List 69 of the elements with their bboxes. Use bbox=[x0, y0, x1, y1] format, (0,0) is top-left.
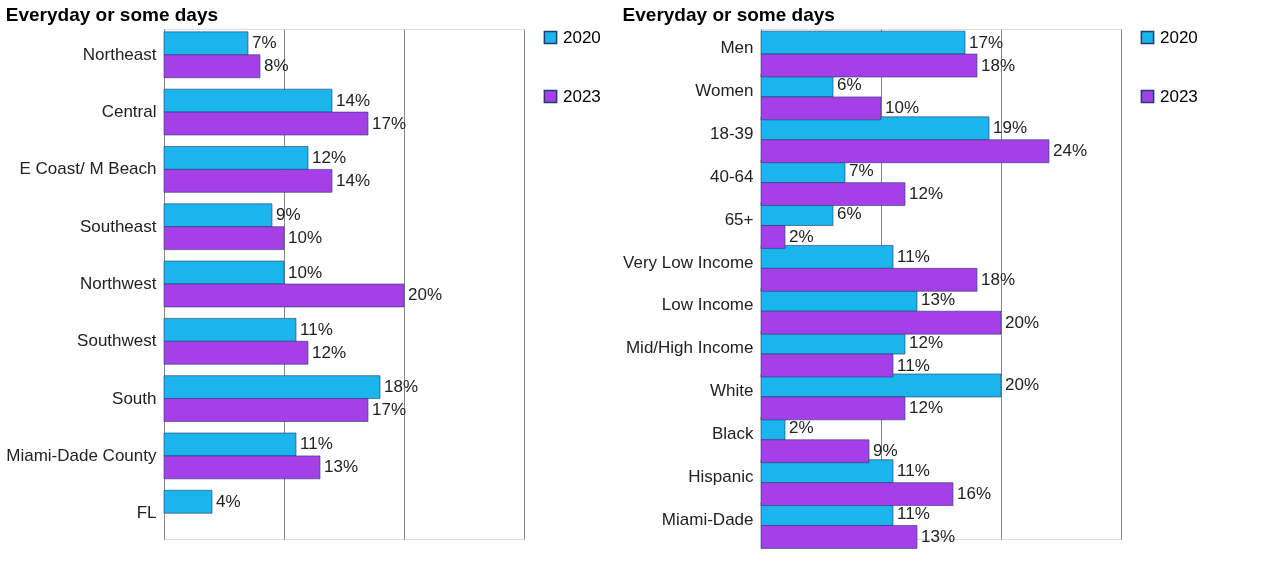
y-tick-label: Northwest bbox=[79, 274, 157, 293]
data-label: 18% bbox=[981, 55, 1016, 75]
data-label: 13% bbox=[921, 289, 956, 309]
bar bbox=[163, 489, 213, 514]
legend-label: 2023 bbox=[1160, 86, 1198, 106]
data-label: 2% bbox=[789, 226, 814, 246]
data-label: 11% bbox=[897, 246, 930, 266]
data-label: 9% bbox=[276, 205, 301, 225]
y-tick-label: White bbox=[710, 381, 754, 401]
y-tick-label: Southwest bbox=[77, 331, 157, 351]
data-label: 8% bbox=[264, 56, 289, 76]
y-tick-label: E Coast/ M Beach bbox=[19, 159, 157, 179]
data-label: 11% bbox=[897, 504, 930, 524]
data-label: 20% bbox=[408, 285, 443, 305]
chart-title: Everyday or some days bbox=[5, 4, 219, 25]
data-label: 7% bbox=[252, 33, 277, 53]
y-tick-label: Men bbox=[720, 38, 754, 58]
y-tick-label: South bbox=[112, 388, 157, 408]
y-tick-label: FL bbox=[136, 503, 157, 523]
data-label: 24% bbox=[1053, 141, 1088, 161]
data-label: 18% bbox=[981, 269, 1016, 289]
y-tick-label: Hispanic bbox=[688, 466, 754, 486]
data-label: 20% bbox=[1005, 375, 1040, 395]
y-tick-label: Miami-Dade County bbox=[6, 445, 157, 465]
data-label: 18% bbox=[384, 377, 419, 397]
y-tick-label: Very Low Income bbox=[623, 252, 754, 272]
data-label: 16% bbox=[957, 484, 992, 504]
data-label: 17% bbox=[372, 400, 407, 420]
data-label: 12% bbox=[312, 342, 347, 362]
data-label: 17% bbox=[372, 113, 407, 133]
data-label: 6% bbox=[837, 75, 862, 95]
y-tick-label: Central bbox=[101, 102, 157, 122]
data-label: 14% bbox=[336, 170, 371, 190]
chart-title: Everyday or some days bbox=[622, 4, 835, 25]
y-tick-label: 18-39 bbox=[710, 124, 754, 143]
y-tick-label: Northeast bbox=[82, 44, 157, 64]
data-label: 7% bbox=[849, 161, 874, 181]
y-tick-label: 65+ bbox=[724, 209, 754, 229]
legend-label: 2023 bbox=[563, 86, 601, 106]
legend-label: 2020 bbox=[1160, 27, 1198, 47]
data-label: 11% bbox=[300, 434, 333, 454]
data-label: 12% bbox=[909, 332, 944, 352]
data-label: 12% bbox=[909, 184, 944, 204]
data-label: 13% bbox=[324, 457, 359, 477]
data-label: 10% bbox=[288, 262, 323, 282]
data-label: 12% bbox=[312, 147, 347, 167]
data-label: 4% bbox=[216, 491, 241, 511]
data-label: 11% bbox=[897, 461, 930, 481]
data-label: 2% bbox=[789, 418, 814, 438]
data-label: 20% bbox=[1005, 312, 1040, 332]
data-label: 9% bbox=[873, 441, 898, 461]
y-tick-label: Women bbox=[695, 81, 754, 101]
data-label: 13% bbox=[921, 526, 956, 546]
data-label: 11% bbox=[897, 355, 930, 375]
y-tick-label: Miami-Dade bbox=[661, 509, 754, 529]
data-label: 11% bbox=[300, 319, 333, 339]
data-label: 19% bbox=[993, 118, 1028, 138]
data-label: 10% bbox=[288, 228, 323, 248]
data-label: 17% bbox=[969, 32, 1004, 52]
legend-label: 2020 bbox=[563, 27, 601, 47]
data-label: 6% bbox=[837, 204, 862, 224]
y-tick-label: 40-64 bbox=[710, 166, 754, 186]
data-label: 12% bbox=[909, 398, 944, 418]
data-label: 14% bbox=[336, 90, 371, 110]
y-tick-label: Low Income bbox=[661, 295, 754, 315]
data-label: 10% bbox=[885, 98, 920, 118]
y-tick-label: Southeast bbox=[79, 216, 157, 236]
y-tick-label: Black bbox=[711, 424, 754, 443]
y-tick-label: Mid/High Income bbox=[625, 338, 754, 358]
